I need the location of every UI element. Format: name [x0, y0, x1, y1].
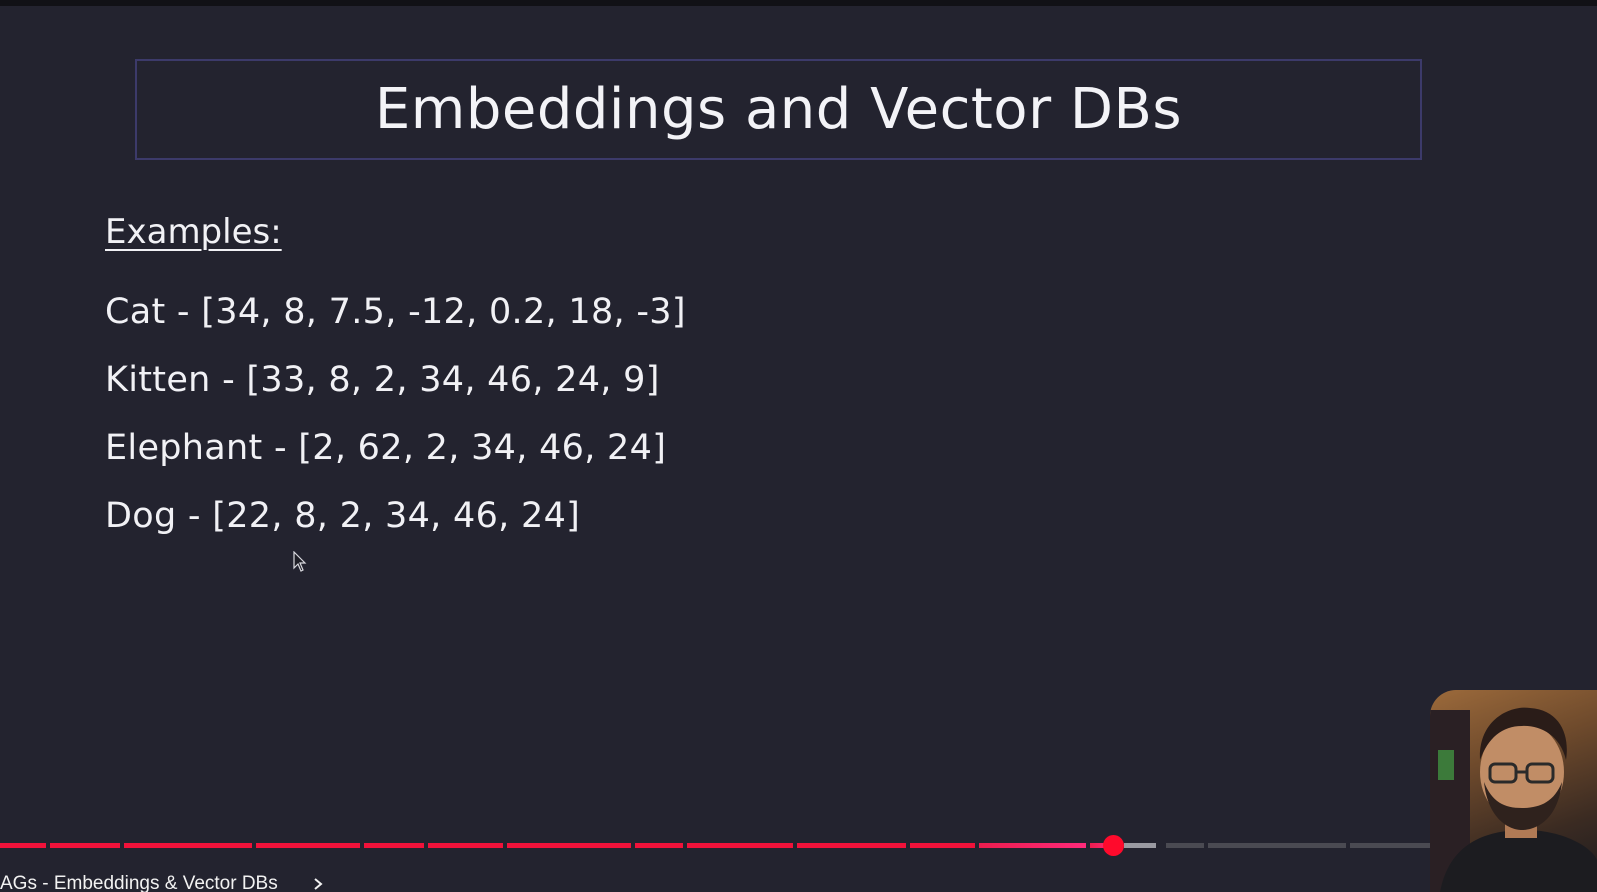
scrubber-handle[interactable]	[1103, 835, 1124, 856]
slide-title-box: Embeddings and Vector DBs	[135, 59, 1422, 160]
buffered-segment[interactable]	[1124, 843, 1156, 848]
chapter-segment[interactable]	[979, 843, 1086, 848]
chapter-segment[interactable]	[687, 843, 793, 848]
examples-heading: Examples:	[105, 212, 282, 252]
chapter-segment[interactable]	[256, 843, 360, 848]
presenter-image	[1430, 707, 1597, 892]
chapter-segment[interactable]	[1166, 843, 1204, 848]
chapter-segment[interactable]	[910, 843, 975, 848]
example-elephant: Elephant - [2, 62, 2, 34, 46, 24]	[105, 428, 667, 468]
chapter-title[interactable]: AGs - Embeddings & Vector DBs	[0, 873, 278, 892]
top-edge	[0, 0, 1597, 6]
chapter-segment[interactable]	[124, 843, 252, 848]
chapter-segment[interactable]	[1090, 843, 1113, 848]
chevron-right-icon[interactable]	[313, 878, 323, 890]
slide-title: Embeddings and Vector DBs	[374, 77, 1183, 142]
chapter-segment[interactable]	[50, 843, 120, 848]
example-dog: Dog - [22, 8, 2, 34, 46, 24]	[105, 496, 581, 536]
progress-bar[interactable]	[0, 843, 1597, 848]
chapter-segment[interactable]	[364, 843, 424, 848]
presenter-webcam	[1430, 690, 1597, 892]
chapter-segment[interactable]	[635, 843, 683, 848]
chapter-segment[interactable]	[428, 843, 503, 848]
chapter-segment[interactable]	[1350, 843, 1430, 848]
chapter-segment[interactable]	[1208, 843, 1346, 848]
chapter-segment[interactable]	[797, 843, 906, 848]
example-kitten: Kitten - [33, 8, 2, 34, 46, 24, 9]	[105, 360, 660, 400]
mouse-pointer-icon	[293, 551, 307, 572]
chapter-segment[interactable]	[507, 843, 631, 848]
chapter-segment[interactable]	[0, 843, 46, 848]
example-cat: Cat - [34, 8, 7.5, -12, 0.2, 18, -3]	[105, 292, 686, 332]
